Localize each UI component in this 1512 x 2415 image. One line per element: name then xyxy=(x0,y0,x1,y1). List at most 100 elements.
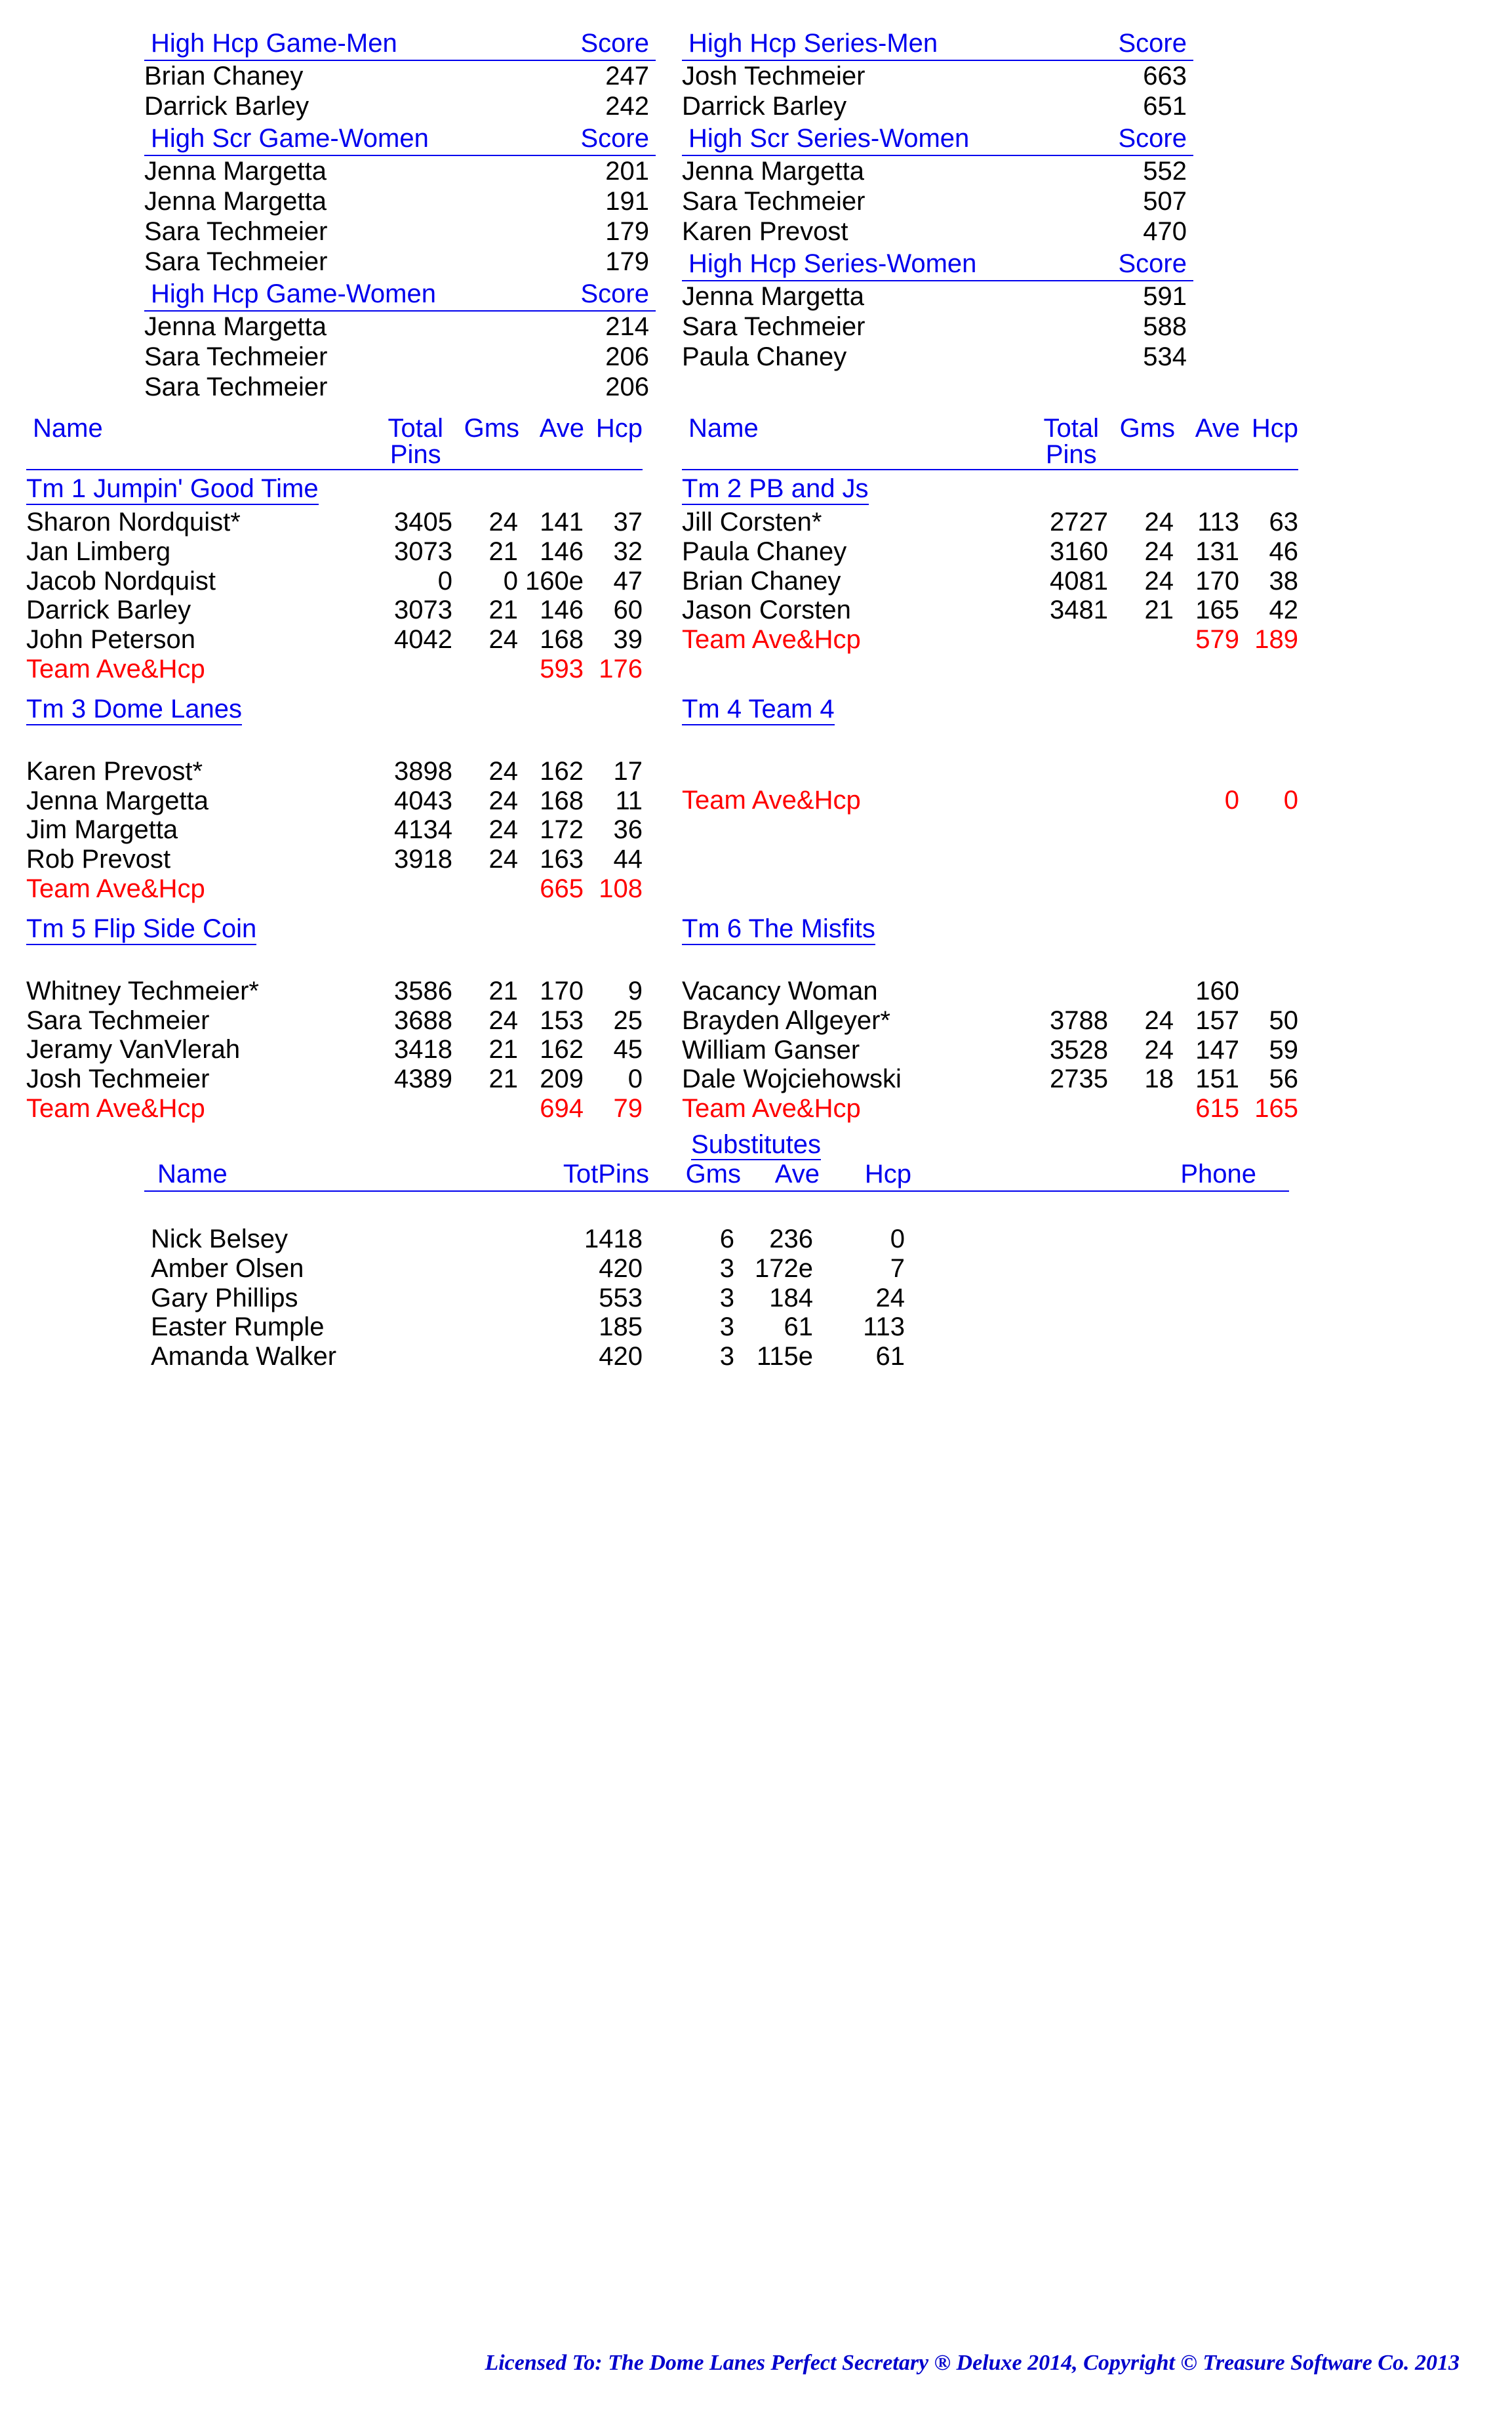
score-header: Score xyxy=(1095,249,1193,279)
player-name: Jason Corsten xyxy=(682,596,1029,625)
team-total-row: Team Ave&Hcp615165 xyxy=(682,1094,1298,1124)
team-ave-hcp-label: Team Ave&Hcp xyxy=(26,655,374,684)
player-gms: 24 xyxy=(452,757,518,786)
player-pins: 0 xyxy=(374,567,452,596)
player-row: Jeramy VanVlerah34182116245 xyxy=(26,1035,643,1065)
player-name: Darrick Barley xyxy=(682,91,1095,121)
player-row: Karen Prevost*38982416217 xyxy=(26,757,643,786)
category-header: High Hcp Game-WomenScore xyxy=(144,279,656,312)
player-gms: 21 xyxy=(1108,596,1174,625)
category-row: Josh Techmeier663 xyxy=(682,61,1193,91)
sub-gms: 3 xyxy=(643,1284,734,1313)
player-ave: 160 xyxy=(1174,977,1239,1006)
player-row: Sara Techmeier36882415325 xyxy=(26,1006,643,1036)
player-name: William Ganser xyxy=(682,1036,1029,1065)
player-name: Whitney Techmeier* xyxy=(26,977,374,1006)
team-ave-hcp-label: Team Ave&Hcp xyxy=(682,625,1029,655)
team-total-hcp: 176 xyxy=(584,655,643,684)
score-header: Score xyxy=(1095,124,1193,153)
substitute-row: Amanda Walker4203115e61 xyxy=(144,1342,1486,1371)
sub-ave: 115e xyxy=(734,1342,813,1371)
team-total-hcp: 0 xyxy=(1239,786,1298,815)
sub-pins: 553 xyxy=(511,1284,643,1313)
footer-license: Licensed To: The Dome Lanes Perfect Secr… xyxy=(485,2351,1460,2376)
player-ave: 147 xyxy=(1174,1036,1239,1065)
category-row: Brian Chaney247 xyxy=(144,61,656,91)
player-score: 507 xyxy=(1095,186,1193,216)
high-scores-left-column: High Hcp Game-MenScoreBrian Chaney247Dar… xyxy=(144,26,656,402)
team-ave-hcp-label: Team Ave&Hcp xyxy=(26,874,374,904)
category-row: Sara Techmeier507 xyxy=(682,186,1193,216)
player-ave: 168 xyxy=(518,786,584,816)
sub-ave: 61 xyxy=(734,1312,813,1342)
team-name: Tm 6 The Misfits xyxy=(682,914,875,945)
player-ave: 170 xyxy=(518,977,584,1006)
team-total-ave: 593 xyxy=(518,655,584,684)
player-name: Jenna Margetta xyxy=(144,186,557,216)
player-name: Jill Corsten* xyxy=(682,508,1029,537)
player-score: 247 xyxy=(557,61,656,91)
player-name: Jenna Margetta xyxy=(144,312,557,342)
sub-gms: 3 xyxy=(643,1312,734,1342)
player-score: 588 xyxy=(1095,312,1193,342)
subs-phone-header: Phone xyxy=(911,1160,1289,1189)
player-ave: 160e xyxy=(518,567,584,596)
player-gms: 21 xyxy=(452,1035,518,1065)
player-hcp: 60 xyxy=(584,596,643,625)
player-name: Jenna Margetta xyxy=(26,786,374,816)
player-gms: 24 xyxy=(1108,508,1174,537)
category-title: High Scr Series-Women xyxy=(682,124,1095,153)
category-row: Jenna Margetta191 xyxy=(144,186,656,216)
gms-header: Gms xyxy=(1110,415,1175,468)
player-hcp: 45 xyxy=(584,1035,643,1065)
player-gms: 24 xyxy=(452,786,518,816)
team-total-ave: 615 xyxy=(1174,1094,1239,1124)
player-name: Jenna Margetta xyxy=(144,156,557,186)
player-row: John Peterson40422416839 xyxy=(26,625,643,655)
team-name: Tm 2 PB and Js xyxy=(682,474,869,505)
score-header: Score xyxy=(557,279,656,309)
team-total-row: Team Ave&Hcp 593176 xyxy=(26,655,643,684)
team-block: Tm 3 Dome Lanes Karen Prevost*38982416217… xyxy=(26,691,643,904)
team-name: Tm 3 Dome Lanes xyxy=(26,695,242,725)
teams-left-column: NameTotalPinsGmsAveHcpTm 1 Jumpin' Good … xyxy=(26,415,643,1130)
player-hcp: 59 xyxy=(1239,1036,1298,1065)
player-pins: 3418 xyxy=(374,1035,452,1065)
player-name: John Peterson xyxy=(26,625,374,655)
player-score: 179 xyxy=(557,247,656,277)
sub-ave: 172e xyxy=(734,1254,813,1284)
player-name: Josh Techmeier xyxy=(26,1065,374,1094)
player-gms: 21 xyxy=(452,1065,518,1094)
player-pins xyxy=(1029,977,1108,1006)
ave-header: Ave xyxy=(1175,415,1240,468)
player-ave: 209 xyxy=(518,1065,584,1094)
high-scores-right-column: High Hcp Series-MenScoreJosh Techmeier66… xyxy=(682,26,1193,402)
player-ave: 141 xyxy=(518,508,584,537)
player-row: Brian Chaney40812417038 xyxy=(682,567,1298,596)
player-ave: 162 xyxy=(518,757,584,786)
player-score: 663 xyxy=(1095,61,1193,91)
player-hcp: 38 xyxy=(1239,567,1298,596)
player-gms: 21 xyxy=(452,977,518,1006)
substitute-row: Nick Belsey141862360 xyxy=(144,1225,1486,1254)
player-hcp: 36 xyxy=(584,815,643,845)
player-row: Josh Techmeier4389212090 xyxy=(26,1065,643,1094)
player-name: Paula Chaney xyxy=(682,342,1095,372)
player-score: 191 xyxy=(557,186,656,216)
category-row: Darrick Barley242 xyxy=(144,91,656,121)
player-name: Sara Techmeier xyxy=(682,186,1095,216)
player-ave: 162 xyxy=(518,1035,584,1065)
player-gms: 24 xyxy=(1108,1036,1174,1065)
player-pins: 3073 xyxy=(374,596,452,625)
sub-pins: 1418 xyxy=(511,1225,643,1254)
substitutes-title: Substitutes xyxy=(26,1130,1486,1160)
substitute-row: Easter Rumple185361113 xyxy=(144,1312,1486,1342)
player-name: Karen Prevost* xyxy=(26,757,374,786)
player-ave: 165 xyxy=(1174,596,1239,625)
substitute-row: Amber Olsen4203172e7 xyxy=(144,1254,1486,1284)
substitute-row: Gary Phillips553318424 xyxy=(144,1284,1486,1313)
player-hcp: 17 xyxy=(584,757,643,786)
high-scores-section: High Hcp Game-MenScoreBrian Chaney247Dar… xyxy=(144,26,1486,402)
player-pins: 3481 xyxy=(1029,596,1108,625)
gms-header: Gms xyxy=(454,415,519,468)
